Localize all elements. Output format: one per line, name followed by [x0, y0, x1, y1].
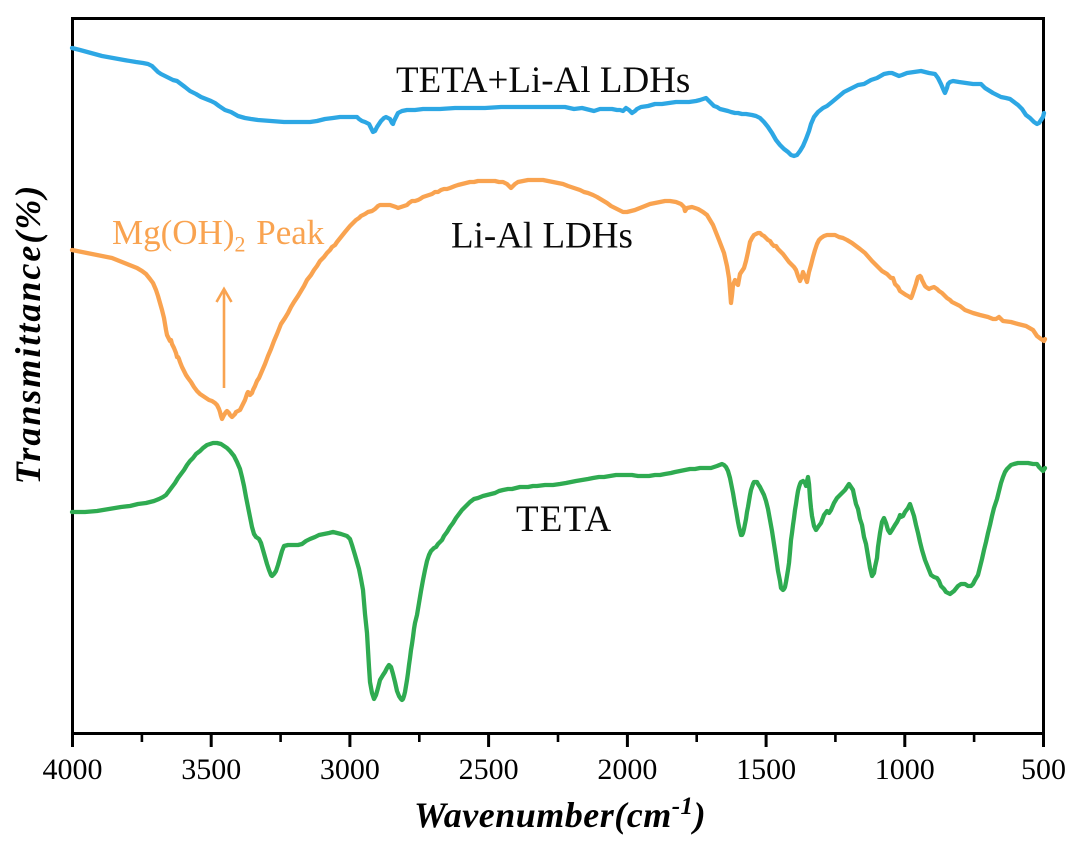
- svg-text:2000: 2000: [597, 753, 657, 786]
- svg-text:TETA+Li-Al LDHs: TETA+Li-Al LDHs: [396, 60, 690, 101]
- svg-text:Wavenumber(cm-1): Wavenumber(cm-1): [414, 793, 706, 835]
- svg-text:500: 500: [1021, 753, 1066, 786]
- svg-text:4000: 4000: [43, 753, 103, 786]
- svg-text:Mg(OH)2 Peak: Mg(OH)2 Peak: [112, 213, 325, 257]
- svg-text:TETA: TETA: [516, 499, 612, 540]
- svg-text:2500: 2500: [459, 753, 519, 786]
- svg-text:1000: 1000: [875, 753, 935, 786]
- svg-text:3500: 3500: [181, 753, 241, 786]
- svg-text:3000: 3000: [320, 753, 380, 786]
- svg-text:Li-Al LDHs: Li-Al LDHs: [451, 216, 633, 257]
- svg-text:1500: 1500: [736, 753, 796, 786]
- svg-text:Transmittance(%): Transmittance(%): [8, 184, 48, 485]
